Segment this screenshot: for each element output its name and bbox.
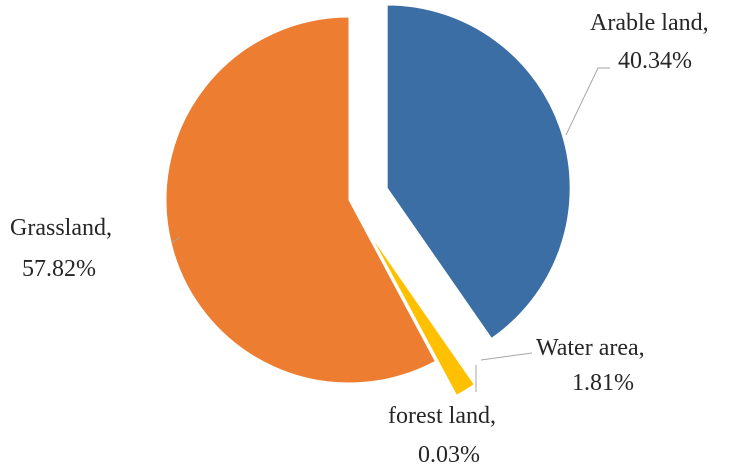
value-arable-land: 40.34% bbox=[618, 48, 692, 74]
label-grassland: Grassland, bbox=[10, 215, 112, 241]
value-water-area: 1.81% bbox=[572, 370, 634, 396]
pie-slice-water-area bbox=[369, 233, 475, 396]
label-forest-land: forest land, bbox=[388, 403, 496, 429]
pie-slice-arable-land bbox=[386, 4, 571, 340]
label-arable-land: Arable land, bbox=[590, 10, 709, 36]
pie-slice-grassland bbox=[165, 16, 437, 384]
value-forest-land: 0.03% bbox=[418, 442, 480, 468]
leader-line-water-area bbox=[480, 352, 533, 361]
pie-slices bbox=[165, 4, 571, 398]
label-water-area: Water area, bbox=[536, 335, 645, 361]
leader-line-arable-land bbox=[565, 67, 610, 136]
value-grassland: 57.82% bbox=[22, 256, 96, 282]
leader-line-grassland bbox=[171, 236, 181, 244]
